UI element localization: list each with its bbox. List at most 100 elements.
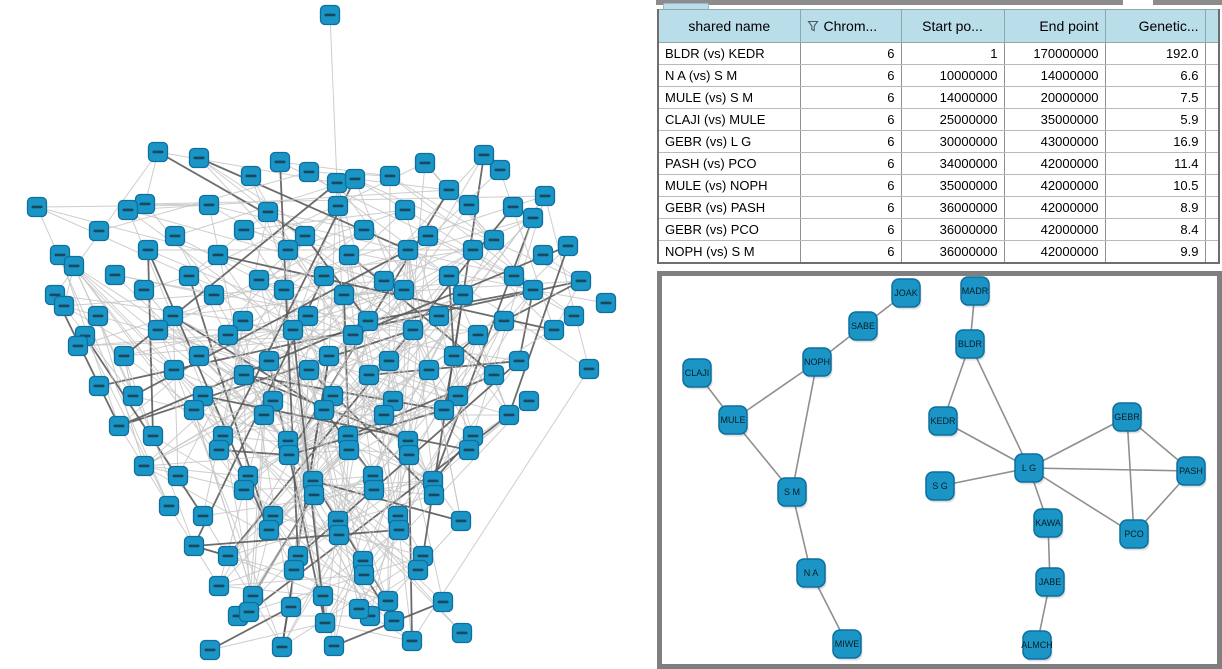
column-header-start-po-[interactable]: Start po... — [900, 9, 1005, 43]
network-node[interactable] — [397, 239, 419, 261]
table-cell[interactable]: 25000000 — [900, 108, 1005, 131]
network-node[interactable] — [328, 524, 350, 546]
network-node[interactable] — [344, 168, 366, 190]
network-node[interactable] — [163, 359, 185, 381]
table-cell[interactable]: PASH (vs) PCO — [657, 152, 801, 175]
network-node[interactable] — [162, 305, 184, 327]
subnetwork-node-noph[interactable]: NOPH — [802, 347, 833, 379]
network-node[interactable] — [458, 194, 480, 216]
network-node[interactable] — [183, 535, 205, 557]
network-node[interactable] — [498, 404, 520, 426]
table-row[interactable]: PASH (vs) PCO 6 34000000 42000000 11.4 — [657, 152, 1219, 175]
network-node[interactable] — [273, 279, 295, 301]
table-row[interactable]: BLDR (vs) KEDR 6 1 170000000 192.0 — [657, 42, 1219, 65]
network-node[interactable] — [394, 199, 416, 221]
table-cell[interactable]: 36000000 — [900, 218, 1005, 241]
network-node[interactable] — [67, 335, 89, 357]
table-cell[interactable]: N A (vs) S M — [657, 64, 801, 87]
network-node[interactable] — [188, 345, 210, 367]
network-node[interactable] — [217, 545, 239, 567]
network-node[interactable] — [207, 244, 229, 266]
table-cell[interactable] — [1204, 240, 1219, 264]
network-node[interactable] — [199, 639, 221, 661]
table-cell[interactable]: 10.5 — [1104, 174, 1206, 197]
network-node[interactable] — [433, 399, 455, 421]
table-cell[interactable]: 43000000 — [1003, 130, 1106, 153]
subnetwork-node-sm[interactable]: S M — [777, 477, 808, 509]
table-cell[interactable]: 6.6 — [1104, 64, 1206, 87]
network-node[interactable] — [88, 220, 110, 242]
subnetwork-canvas[interactable]: JOAK SABE NOPH CLAJI MULE S M N A MIWE MADR BLDR K… — [657, 271, 1222, 669]
network-node[interactable] — [373, 404, 395, 426]
network-node[interactable] — [508, 350, 530, 372]
network-node[interactable] — [269, 151, 291, 173]
network-node[interactable] — [133, 455, 155, 477]
network-node[interactable] — [353, 564, 375, 586]
network-node[interactable] — [363, 479, 385, 501]
network-node[interactable] — [314, 612, 336, 634]
network-node[interactable] — [147, 319, 169, 341]
table-cell[interactable]: BLDR (vs) KEDR — [657, 42, 801, 65]
network-node[interactable] — [543, 319, 565, 341]
subnetwork-node-kedr[interactable]: KEDR — [928, 406, 959, 438]
table-cell[interactable]: 14000000 — [1003, 64, 1106, 87]
network-node[interactable] — [418, 359, 440, 381]
table-cell[interactable]: 192.0 — [1104, 42, 1206, 65]
network-node[interactable] — [240, 165, 262, 187]
network-node[interactable] — [373, 270, 395, 292]
network-node[interactable] — [147, 141, 169, 163]
table-cell[interactable]: MULE (vs) S M — [657, 86, 801, 109]
network-node[interactable] — [258, 350, 280, 372]
network-node[interactable] — [142, 425, 164, 447]
network-node[interactable] — [483, 364, 505, 386]
network-node[interactable] — [137, 239, 159, 261]
network-node[interactable] — [164, 225, 186, 247]
table-cell[interactable]: 42000000 — [1003, 240, 1106, 264]
network-node[interactable] — [104, 264, 126, 286]
network-node[interactable] — [313, 399, 335, 421]
network-node[interactable] — [357, 310, 379, 332]
table-cell[interactable] — [1204, 86, 1219, 109]
network-node[interactable] — [489, 159, 511, 181]
table-cell[interactable]: 11.4 — [1104, 152, 1206, 175]
network-node[interactable] — [242, 585, 264, 607]
network-node[interactable] — [318, 345, 340, 367]
subnetwork-node-kawa[interactable]: KAWA — [1033, 508, 1064, 540]
table-row[interactable]: GEBR (vs) L G 6 30000000 43000000 16.9 — [657, 130, 1219, 153]
network-node[interactable] — [87, 305, 109, 327]
network-node[interactable] — [298, 161, 320, 183]
network-node[interactable] — [248, 269, 270, 291]
network-node[interactable] — [462, 239, 484, 261]
table-cell[interactable]: 42000000 — [1003, 218, 1106, 241]
table-cell[interactable]: CLAJI (vs) MULE — [657, 108, 801, 131]
network-node[interactable] — [578, 358, 600, 380]
table-cell[interactable]: 30000000 — [900, 130, 1005, 153]
table-cell[interactable]: 36000000 — [900, 240, 1005, 264]
network-node[interactable] — [393, 279, 415, 301]
table-cell[interactable] — [1204, 196, 1219, 219]
network-node[interactable] — [108, 415, 130, 437]
network-node[interactable] — [438, 265, 460, 287]
table-row[interactable]: N A (vs) S M 6 10000000 14000000 6.6 — [657, 64, 1219, 87]
network-node[interactable] — [522, 279, 544, 301]
subnetwork-node-pash[interactable]: PASH — [1176, 456, 1207, 488]
table-row[interactable]: CLAJI (vs) MULE 6 25000000 35000000 5.9 — [657, 108, 1219, 131]
network-node[interactable] — [294, 225, 316, 247]
table-cell[interactable]: 170000000 — [1003, 42, 1106, 65]
table-cell[interactable] — [1204, 130, 1219, 153]
table-cell[interactable]: 6 — [799, 86, 902, 109]
table-cell[interactable]: 42000000 — [1003, 196, 1106, 219]
network-node[interactable] — [503, 265, 525, 287]
table-row[interactable]: NOPH (vs) S M 6 36000000 42000000 9.9 — [657, 240, 1219, 264]
table-cell[interactable] — [1204, 174, 1219, 197]
network-node[interactable] — [133, 279, 155, 301]
main-network-canvas[interactable] — [0, 0, 656, 669]
network-node[interactable] — [312, 585, 334, 607]
network-node[interactable] — [283, 559, 305, 581]
network-node[interactable] — [378, 350, 400, 372]
network-node[interactable] — [319, 4, 341, 26]
network-node[interactable] — [414, 152, 436, 174]
table-cell[interactable]: 6 — [799, 64, 902, 87]
network-node[interactable] — [298, 359, 320, 381]
network-node[interactable] — [167, 465, 189, 487]
